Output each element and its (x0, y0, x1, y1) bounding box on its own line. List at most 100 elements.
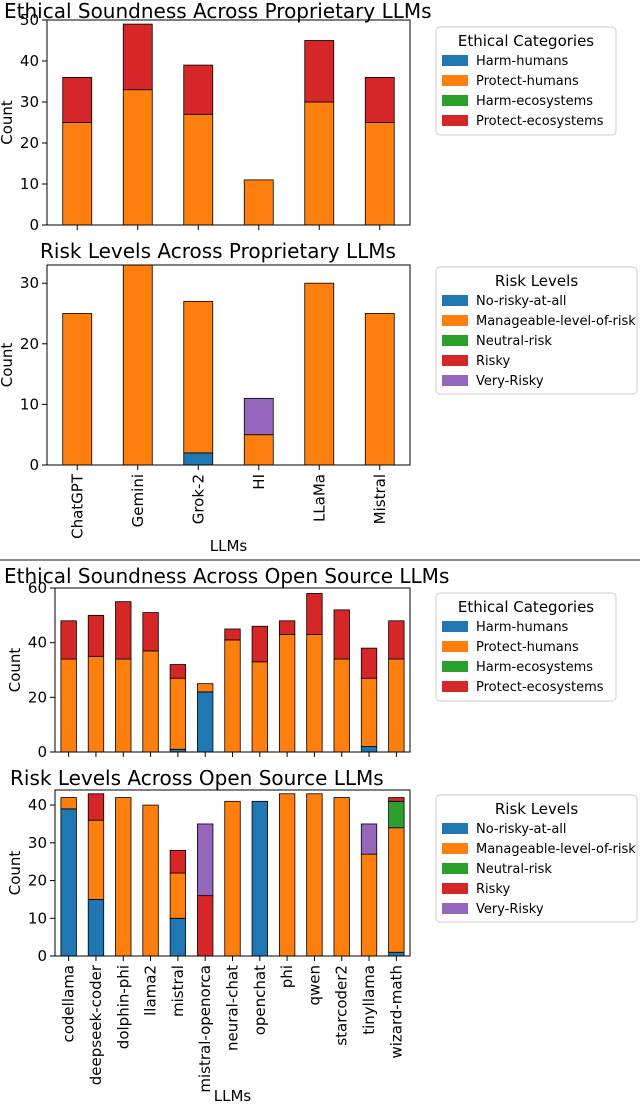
chart3-ytick-label-3: 30 (28, 834, 47, 852)
chart1-ylabel: Count (0, 343, 16, 388)
chart1-xtick-label-5: Mistral (371, 474, 389, 524)
chart1-ytick-label-2: 20 (20, 335, 39, 353)
chart3-bar-12-3 (388, 797, 405, 802)
chart2-legend-swatch-1 (442, 641, 468, 652)
chart0-bar-0-1 (62, 122, 93, 226)
chart3-legend-label-4: Very-Risky (476, 902, 544, 917)
chart2-bar-8-1 (278, 634, 296, 753)
chart3-bar-5-3 (197, 895, 214, 957)
chart2-bar-11-1 (360, 677, 378, 747)
chart1-legend-label-4: Very-Risky (476, 374, 544, 389)
chart0-ytick-label-3: 30 (20, 93, 39, 111)
chart1-xlabel: LLMs (210, 537, 248, 555)
chart0-legend-label-3: Protect-ecosystems (476, 114, 604, 129)
chart2-legend-title: Ethical Categories (458, 598, 594, 616)
chart2-legend-label-0: Harm-humans (476, 620, 569, 635)
chart1-bar-3-1 (243, 434, 274, 466)
chart1-legend-label-3: Risky (476, 354, 510, 369)
chart3-title: Risk Levels Across Open Source LLMs (10, 766, 384, 790)
chart3-bar-0-1 (60, 797, 77, 810)
chart1-bar-0-1 (62, 313, 93, 466)
chart0-legend-label-1: Protect-humans (476, 74, 579, 89)
chart3-bar-0-0 (60, 808, 77, 957)
chart2-bar-7-1 (251, 661, 268, 753)
chart2-bar-5-1 (197, 683, 214, 693)
chart0-ytick-label-4: 40 (20, 52, 39, 70)
chart1-bar-5-1 (364, 313, 395, 466)
chart0-axes-frame (46, 19, 411, 226)
chart1-legend-swatch-4 (442, 375, 468, 386)
chart1-legend-label-1: Manageable-level-of-risk (476, 314, 636, 329)
chart3-bar-11-1 (360, 853, 378, 957)
chart3-xtick-label-6: neural-chat (224, 965, 242, 1051)
chart3-legend-label-1: Manageable-level-of-risk (476, 842, 636, 857)
chart2-bar-3-1 (142, 650, 159, 753)
chart3-bar-12-2 (388, 800, 405, 829)
chart2-bar-0-3 (60, 620, 77, 660)
chart1-legend-swatch-3 (442, 355, 468, 366)
chart3-bar-12-0 (388, 951, 405, 957)
chart1-legend-label-0: No-risky-at-all (476, 294, 567, 309)
chart3-xtick-label-5: mistral-openorca (196, 965, 214, 1093)
chart2-bar-0-1 (60, 658, 77, 753)
chart1-ytick-label-3: 30 (20, 274, 39, 292)
chart0-bar-1-1 (122, 89, 153, 226)
chart3-bar-2-1 (115, 797, 132, 957)
chart2-bar-2-3 (115, 601, 132, 660)
chart3-xtick-label-2: dolphin-phi (114, 965, 132, 1049)
chart0-bar-2-3 (183, 64, 214, 115)
chart2-bar-1-3 (87, 614, 105, 657)
chart3-legend-box (435, 794, 638, 923)
chart1-bar-4-1 (304, 282, 335, 466)
chart2-legend-swatch-0 (442, 621, 468, 632)
chart0-bar-1-3 (122, 23, 153, 91)
chart2-title: Ethical Soundness Across Open Source LLM… (4, 564, 449, 588)
chart3-ytick-label-0: 0 (37, 947, 47, 965)
chart3-bar-11-4 (360, 823, 378, 855)
chart0-bar-5-3 (364, 77, 395, 123)
chart3-xtick-label-11: tinyllama (360, 965, 378, 1035)
chart3-xtick-label-10: starcoder2 (333, 965, 351, 1046)
chart1-legend-swatch-0 (442, 295, 468, 306)
chart1-legend-title: Risk Levels (495, 272, 578, 290)
chart3-bar-5-4 (197, 823, 214, 897)
chart3-xtick-label-3: llama2 (142, 965, 160, 1016)
chart3-legend-swatch-0 (442, 823, 468, 834)
chart3-bar-1-1 (87, 819, 105, 900)
chart2-bar-1-1 (87, 655, 105, 753)
chart3-xlabel: LLMs (214, 1087, 252, 1105)
chart3-ytick-label-1: 10 (28, 909, 47, 927)
chart0-ytick-label-1: 10 (20, 175, 39, 193)
chart3-xtick-label-1: deepseek-coder (87, 964, 105, 1085)
chart1-xtick-label-3: HI (250, 474, 268, 490)
chart0-legend-label-0: Harm-humans (476, 54, 569, 69)
chart3-ylabel: Count (6, 851, 24, 896)
chart3-bar-4-3 (169, 849, 187, 874)
chart1-bar-3-4 (243, 397, 274, 436)
chart3-bar-10-1 (333, 797, 350, 957)
chart2-bar-12-3 (388, 620, 405, 660)
chart3-bar-1-0 (87, 899, 105, 957)
chart0-legend-swatch-1 (442, 75, 468, 86)
chart2-legend-swatch-2 (442, 661, 468, 672)
chart2-bar-9-3 (306, 593, 323, 635)
chart2-bar-5-0 (197, 691, 214, 753)
chart2-bar-11-0 (360, 746, 378, 753)
chart1-legend-box (435, 266, 638, 395)
chart3-axes-frame (54, 789, 411, 957)
chart3-xtick-label-8: phi (278, 965, 296, 988)
chart0-bar-2-1 (183, 113, 214, 226)
chart2-bar-3-3 (142, 612, 159, 652)
chart0-ytick-label-2: 20 (20, 134, 39, 152)
chart2-bar-6-3 (224, 628, 241, 641)
chart3-bar-7-0 (251, 800, 268, 957)
chart0-legend-box (435, 26, 617, 136)
chart3-legend-swatch-2 (442, 863, 468, 874)
chart3-legend-swatch-1 (442, 843, 468, 854)
chart2-legend-label-3: Protect-ecosystems (476, 680, 604, 695)
chart0-bar-0-3 (62, 77, 93, 123)
chart0-title: Ethical Soundness Across Proprietary LLM… (4, 0, 432, 23)
chart3-bar-6-1 (224, 800, 241, 957)
chart2-bar-7-3 (251, 625, 268, 663)
chart0-ytick-label-0: 0 (29, 216, 39, 234)
